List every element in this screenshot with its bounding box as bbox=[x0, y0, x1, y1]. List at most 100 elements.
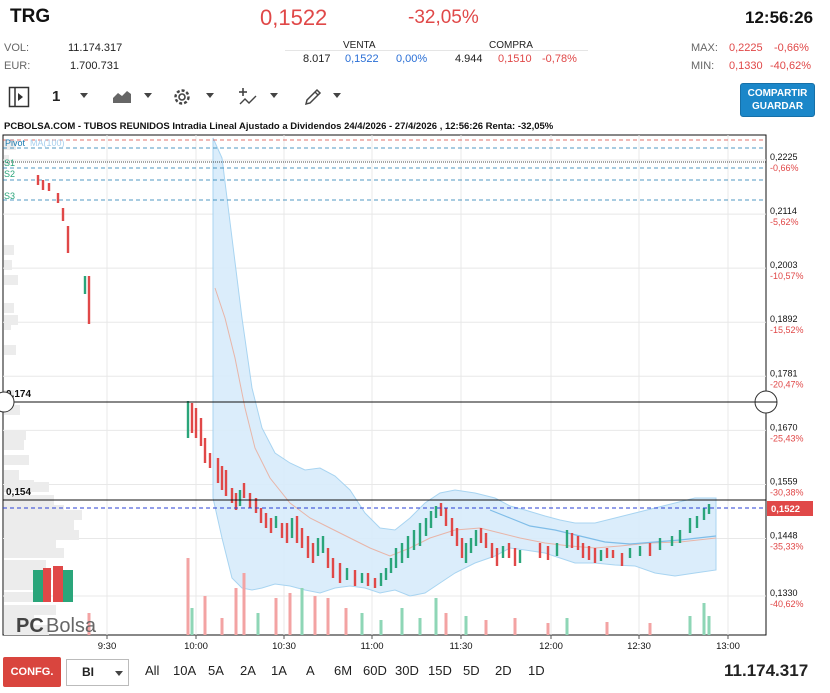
area-chart-icon[interactable] bbox=[112, 88, 132, 109]
volume-profile-bar bbox=[4, 155, 9, 165]
volume-profile-bar bbox=[4, 570, 52, 580]
volume-profile-bar bbox=[4, 430, 26, 440]
candle bbox=[474, 530, 478, 546]
period-all[interactable]: All bbox=[145, 663, 160, 678]
venta-qty: 8.017 bbox=[303, 53, 331, 65]
period-6m[interactable]: 6M bbox=[334, 663, 353, 678]
candle bbox=[707, 504, 711, 514]
period-2d[interactable]: 2D bbox=[495, 663, 512, 678]
settings-dropdown-icon[interactable] bbox=[206, 93, 214, 98]
candle bbox=[460, 538, 464, 558]
chart-type-dropdown-icon[interactable] bbox=[144, 93, 152, 98]
add-indicator-icon[interactable] bbox=[238, 87, 258, 112]
interval-value[interactable]: 1 bbox=[52, 88, 61, 105]
volume-bar bbox=[326, 598, 330, 635]
volume-bar bbox=[288, 593, 292, 635]
signal-line bbox=[489, 509, 717, 545]
candle bbox=[274, 516, 278, 528]
period-15d[interactable]: 15D bbox=[428, 663, 452, 678]
y-tick-pct: -5,62% bbox=[770, 217, 799, 227]
bi-dropdown[interactable] bbox=[109, 659, 129, 686]
volume-profile-bar bbox=[4, 560, 46, 570]
panel-toggle-icon[interactable] bbox=[8, 86, 30, 113]
candle bbox=[418, 523, 422, 546]
candle bbox=[638, 546, 642, 556]
volume-bar bbox=[379, 620, 383, 635]
x-tick-label: 11:30 bbox=[449, 641, 472, 652]
config-button[interactable]: CONFG. bbox=[3, 657, 61, 687]
candle bbox=[611, 550, 615, 558]
candle bbox=[695, 516, 699, 528]
period-1a[interactable]: 1A bbox=[271, 663, 287, 678]
candle bbox=[384, 568, 388, 580]
volume-bar bbox=[707, 616, 711, 635]
x-tick-label: 12:30 bbox=[627, 641, 651, 652]
candle bbox=[66, 226, 70, 253]
candle bbox=[353, 570, 357, 586]
indicator-dropdown-icon[interactable] bbox=[270, 93, 278, 98]
candle bbox=[186, 401, 190, 438]
candle bbox=[379, 573, 383, 586]
volume-profile-bar bbox=[4, 592, 40, 602]
compra-pct: -0,78% bbox=[542, 53, 577, 65]
x-tick-label: 13:00 bbox=[716, 641, 740, 652]
period-5a[interactable]: 5A bbox=[208, 663, 224, 678]
volume-bar bbox=[434, 598, 438, 635]
volume-bar bbox=[274, 598, 278, 635]
price-chart[interactable]: 0,2225-0,66% 0,2114-5,62% 0,2003-10,57% 0,1… bbox=[0, 118, 830, 655]
logo-bar bbox=[63, 570, 73, 602]
volume-bar bbox=[344, 608, 348, 635]
period-2a[interactable]: 2A bbox=[240, 663, 256, 678]
candle bbox=[702, 508, 706, 520]
pivot-legend: Pivot bbox=[5, 138, 26, 148]
candle bbox=[280, 523, 284, 538]
candle bbox=[199, 418, 203, 446]
volume-profile-bar bbox=[4, 605, 56, 615]
candle bbox=[406, 536, 410, 558]
max-pct: -0,66% bbox=[774, 42, 809, 54]
volume-profile-bar bbox=[4, 440, 24, 450]
pencil-icon[interactable] bbox=[303, 87, 323, 112]
max-value: 0,2225 bbox=[729, 42, 763, 54]
candle bbox=[41, 180, 45, 190]
eur-value: 1.700.731 bbox=[70, 60, 119, 72]
share-save-button[interactable]: COMPARTIR GUARDAR bbox=[740, 83, 815, 117]
last-price: 0,1522 bbox=[260, 5, 328, 30]
candle bbox=[47, 183, 51, 191]
candle bbox=[599, 550, 603, 561]
volume-profile-bar bbox=[4, 615, 34, 625]
candle bbox=[444, 508, 448, 526]
period-5d[interactable]: 5D bbox=[463, 663, 480, 678]
line-handle-left[interactable] bbox=[0, 391, 15, 413]
volume-bar bbox=[220, 618, 224, 635]
gear-icon[interactable] bbox=[172, 87, 192, 112]
y-tick-label: 0,2003 bbox=[770, 260, 798, 270]
volume-profile-bar bbox=[4, 530, 79, 540]
bi-button[interactable]: BI bbox=[66, 659, 110, 686]
candle bbox=[455, 528, 459, 546]
drawing-dropdown-icon[interactable] bbox=[333, 93, 341, 98]
min-label: MIN: bbox=[691, 60, 715, 72]
interval-dropdown-icon[interactable] bbox=[80, 93, 88, 98]
period-a[interactable]: A bbox=[306, 663, 315, 678]
compra-price: 0,1510 bbox=[498, 53, 532, 65]
venta-label: VENTA bbox=[343, 40, 376, 51]
share-label: COMPARTIR bbox=[747, 88, 808, 99]
candle bbox=[269, 518, 273, 533]
candle bbox=[620, 553, 624, 566]
horizontal-line-label: 0,154 bbox=[6, 487, 31, 498]
last-update-time: 12:56:26 bbox=[745, 8, 814, 27]
period-10a[interactable]: 10A bbox=[173, 663, 197, 678]
period-30d[interactable]: 30D bbox=[395, 663, 419, 678]
candle bbox=[648, 543, 652, 556]
y-tick-label: 0,1781 bbox=[770, 368, 798, 378]
period-60d[interactable]: 60D bbox=[363, 663, 387, 678]
vol-label: VOL: bbox=[4, 42, 30, 54]
candle bbox=[555, 543, 559, 556]
candle bbox=[56, 193, 60, 203]
volume-profile-bar bbox=[4, 470, 19, 480]
period-1d[interactable]: 1D bbox=[528, 663, 545, 678]
volume-bar bbox=[605, 622, 609, 635]
s1-label: S1 bbox=[4, 158, 15, 168]
ticker-symbol[interactable]: TRG bbox=[10, 6, 51, 27]
